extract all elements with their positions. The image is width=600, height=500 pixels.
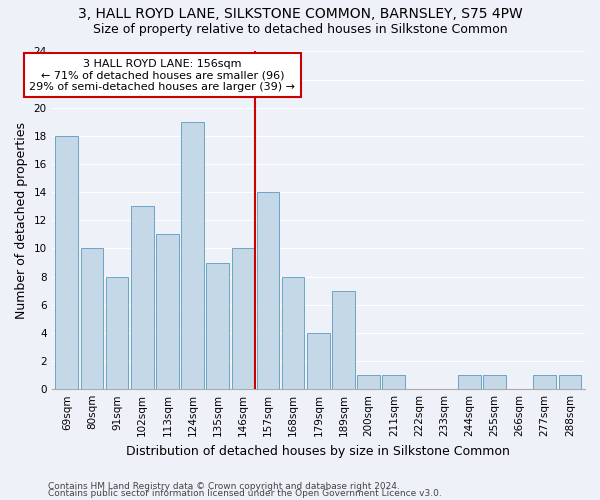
Text: Size of property relative to detached houses in Silkstone Common: Size of property relative to detached ho… (92, 22, 508, 36)
Bar (55, 136, 78, 389)
Text: Contains HM Land Registry data © Crown copyright and database right 2024.: Contains HM Land Registry data © Crown c… (48, 482, 400, 491)
Bar (483, 375, 506, 389)
Bar (382, 375, 405, 389)
X-axis label: Distribution of detached houses by size in Silkstone Common: Distribution of detached houses by size … (127, 444, 510, 458)
Bar (80, 248, 103, 389)
Bar (257, 192, 280, 389)
Bar (358, 375, 380, 389)
Bar (156, 234, 179, 389)
Bar (106, 276, 128, 389)
Bar (181, 122, 204, 389)
Text: Contains public sector information licensed under the Open Government Licence v3: Contains public sector information licen… (48, 489, 442, 498)
Bar (533, 375, 556, 389)
Bar (458, 375, 481, 389)
Y-axis label: Number of detached properties: Number of detached properties (15, 122, 28, 319)
Bar (282, 276, 304, 389)
Bar (332, 290, 355, 389)
Bar (232, 248, 254, 389)
Text: 3, HALL ROYD LANE, SILKSTONE COMMON, BARNSLEY, S75 4PW: 3, HALL ROYD LANE, SILKSTONE COMMON, BAR… (77, 8, 523, 22)
Bar (131, 206, 154, 389)
Bar (559, 375, 581, 389)
Bar (206, 262, 229, 389)
Text: 3 HALL ROYD LANE: 156sqm
← 71% of detached houses are smaller (96)
29% of semi-d: 3 HALL ROYD LANE: 156sqm ← 71% of detach… (29, 58, 295, 92)
Bar (307, 333, 329, 389)
